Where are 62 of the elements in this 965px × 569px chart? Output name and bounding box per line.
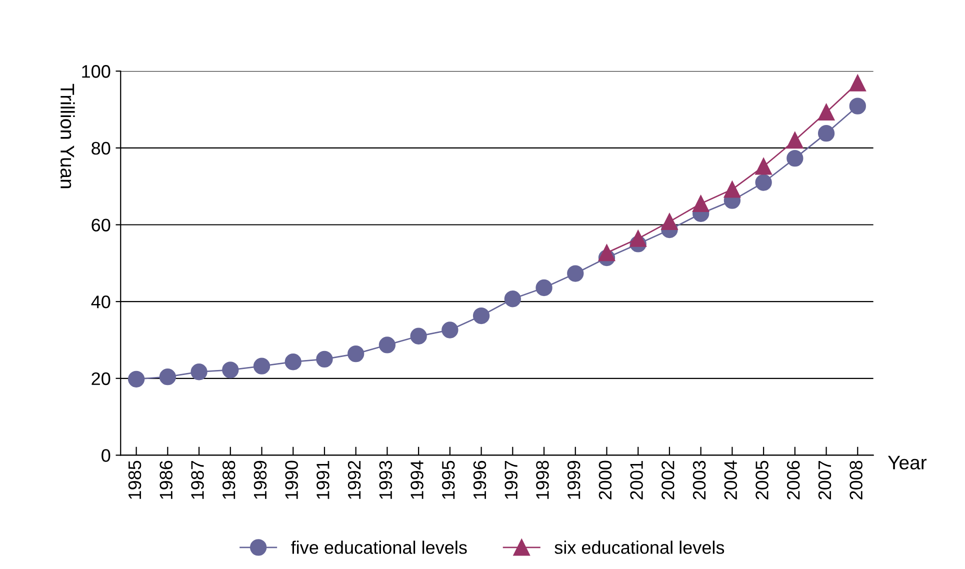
point bbox=[724, 181, 741, 198]
point bbox=[786, 132, 804, 149]
point bbox=[755, 174, 772, 191]
x-tick-label: 1985 bbox=[128, 460, 142, 499]
point bbox=[661, 213, 678, 230]
x-tick-label: 2008 bbox=[850, 460, 862, 500]
x-tick-label: 1989 bbox=[254, 460, 267, 499]
point bbox=[348, 345, 364, 362]
point bbox=[442, 322, 458, 338]
y-tick-label: 20 bbox=[92, 372, 110, 386]
point bbox=[630, 230, 646, 247]
x-tick-label: 1997 bbox=[504, 460, 518, 499]
point bbox=[472, 307, 490, 324]
x-tick-label: 1993 bbox=[379, 460, 392, 499]
x-tick-label: 1995 bbox=[442, 460, 455, 499]
point bbox=[253, 358, 270, 374]
y-tick-label: 40 bbox=[91, 296, 110, 308]
x-tick-label: 2003 bbox=[692, 460, 706, 500]
y-axis-title: Trillion Yuan bbox=[60, 84, 75, 188]
legend-label: six educational levels bbox=[554, 540, 724, 554]
x-axis-title: Year bbox=[888, 456, 927, 470]
x-tick-label: 1996 bbox=[473, 460, 486, 499]
x-tick-label: 2002 bbox=[662, 460, 674, 500]
point bbox=[536, 279, 552, 296]
y-tick-label: 60 bbox=[92, 218, 110, 232]
x-tick-label: 2007 bbox=[818, 460, 832, 500]
x-tick-label: 1988 bbox=[222, 460, 236, 499]
point bbox=[284, 354, 302, 370]
point bbox=[504, 290, 521, 308]
y-tick-label: 100 bbox=[82, 65, 110, 78]
point bbox=[755, 158, 772, 175]
x-tick-label: 1994 bbox=[410, 460, 424, 499]
point bbox=[598, 244, 616, 262]
point bbox=[692, 195, 710, 212]
legend-label: five educational levels bbox=[291, 540, 467, 554]
point bbox=[316, 350, 333, 368]
point bbox=[849, 98, 866, 114]
x-tick-label: 1998 bbox=[536, 460, 549, 499]
y-tick-label: 80 bbox=[92, 142, 110, 155]
point bbox=[849, 74, 866, 92]
x-tick-label: 2001 bbox=[630, 460, 643, 500]
x-tick-label: 2006 bbox=[786, 460, 800, 500]
point bbox=[567, 265, 584, 282]
x-tick-label: 1990 bbox=[285, 460, 298, 499]
x-tick-label: 1991 bbox=[316, 460, 330, 499]
point bbox=[818, 104, 835, 121]
point bbox=[159, 368, 176, 386]
point bbox=[818, 125, 835, 142]
x-tick-label: 1992 bbox=[348, 460, 361, 499]
point bbox=[190, 364, 208, 380]
point bbox=[410, 328, 427, 344]
x-tick-label: 1986 bbox=[160, 460, 173, 499]
x-tick-label: 2000 bbox=[598, 460, 612, 500]
point bbox=[222, 362, 239, 378]
x-tick-label: 1987 bbox=[191, 460, 204, 499]
x-tick-label: 2005 bbox=[756, 460, 768, 500]
y-tick-label: 0 bbox=[102, 449, 110, 462]
x-tick-label: 1999 bbox=[567, 460, 580, 499]
point bbox=[786, 150, 804, 167]
x-tick-label: 2004 bbox=[724, 460, 738, 500]
point bbox=[128, 370, 145, 388]
point bbox=[378, 336, 396, 354]
